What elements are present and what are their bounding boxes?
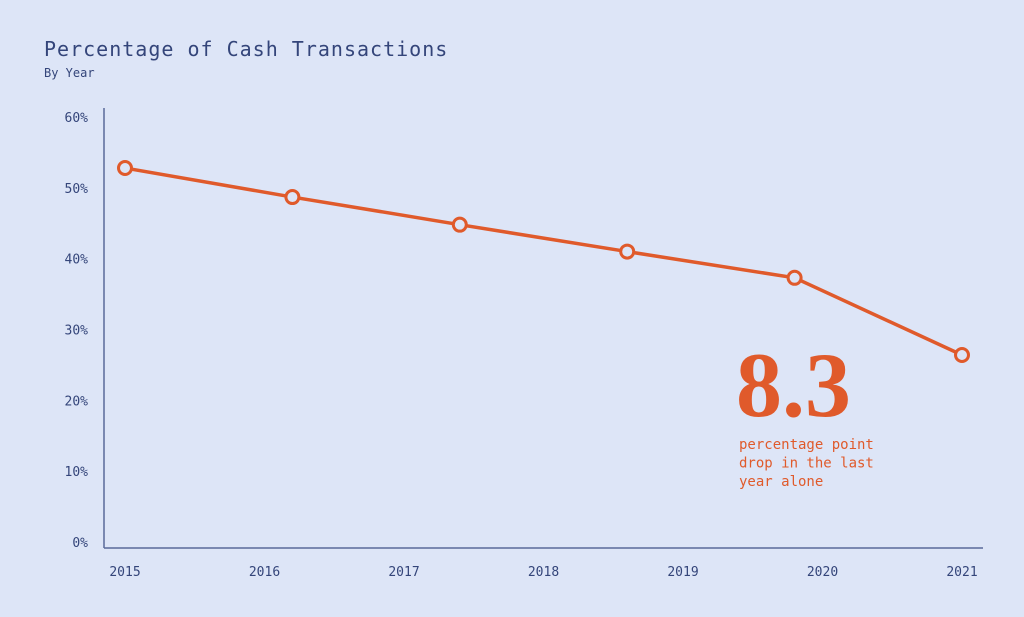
point: [117, 160, 133, 176]
y-tick-label: 20%: [65, 394, 89, 409]
chart-subtitle: By Year: [44, 66, 95, 80]
y-tick-label: 10%: [65, 465, 89, 480]
y-tick-label: 50%: [65, 182, 89, 197]
annotation-headline: 8.3: [736, 334, 851, 436]
y-tick-label: 0%: [72, 536, 88, 551]
y-tick-label: 40%: [65, 253, 89, 268]
point: [786, 269, 803, 286]
point: [451, 216, 468, 233]
line: [124, 166, 963, 357]
point: [954, 347, 970, 363]
x-tick-label: 2018: [528, 565, 559, 580]
x-tick-label: 2019: [667, 565, 698, 580]
y-tick-label: 30%: [65, 324, 89, 339]
point: [284, 189, 301, 206]
point: [619, 243, 636, 260]
x-tick-label: 2015: [109, 565, 140, 580]
chart-title: Percentage of Cash Transactions: [44, 37, 448, 61]
annotation-text: drop in the last: [739, 456, 874, 472]
x-tick-label: 2021: [946, 565, 977, 580]
x-tick-label: 2020: [807, 565, 838, 580]
x-tick-label: 2017: [388, 565, 419, 580]
annotation-text: percentage point: [739, 437, 874, 453]
y-tick-label: 60%: [65, 111, 89, 126]
x-tick-label: 2016: [249, 565, 280, 580]
annotation-text: year alone: [739, 474, 823, 490]
